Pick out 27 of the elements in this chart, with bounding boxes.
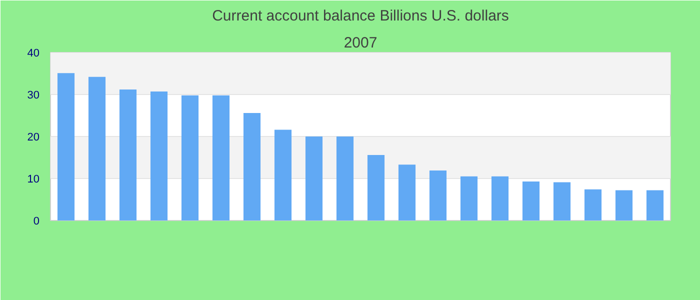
chart-title: Current account balance Billions U.S. dollars: [212, 8, 509, 24]
bar: [398, 164, 416, 220]
bar: [150, 92, 168, 220]
bar: [119, 89, 137, 220]
bar: [336, 136, 354, 220]
bar: [243, 112, 261, 220]
bar: [57, 73, 75, 220]
bar: [491, 176, 509, 220]
bar: [615, 190, 633, 220]
bar: [305, 136, 323, 220]
bar: [429, 170, 447, 220]
bar: [212, 95, 230, 220]
y-tick-label: 0: [33, 216, 40, 228]
bar: [274, 130, 292, 220]
y-tick-label: 20: [27, 132, 40, 144]
y-tick-label: 40: [27, 48, 40, 60]
bar: [367, 154, 385, 220]
bar: [88, 76, 106, 220]
chart-subtitle: 2007: [344, 34, 378, 52]
y-tick-label: 30: [27, 90, 40, 102]
bar: [584, 189, 602, 220]
y-tick-label: 10: [27, 174, 40, 186]
bar: [522, 181, 540, 220]
bar: [553, 182, 571, 220]
bar: [646, 190, 664, 220]
bar: [460, 176, 478, 220]
bar: [181, 95, 199, 220]
